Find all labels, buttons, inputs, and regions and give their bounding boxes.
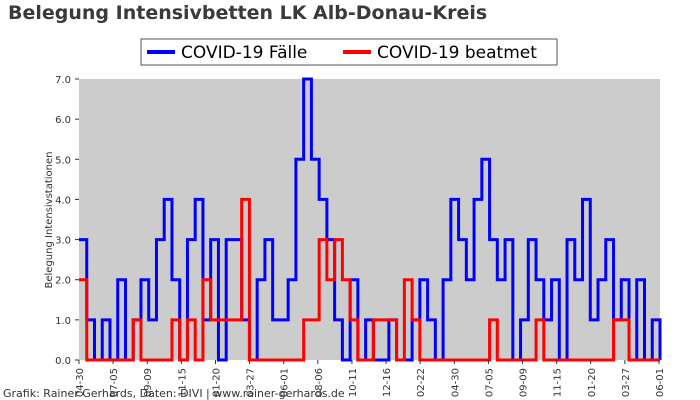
x-tick-label: 11-15 xyxy=(553,368,564,397)
x-tick-label: 04-30 xyxy=(75,368,86,397)
y-axis: 0.0 1.0 2.0 3.0 4.0 5.0 6.0 7.0 xyxy=(55,75,79,367)
series-layer xyxy=(79,77,662,362)
series-line-beatmet xyxy=(79,197,660,362)
legend-label-faelle: COVID-19 Fälle xyxy=(181,43,307,63)
x-tick-label: 09-09 xyxy=(143,368,154,397)
plot-area xyxy=(79,79,660,360)
x-tick-label: 08-06 xyxy=(314,368,325,397)
y-tick-label: 1.0 xyxy=(55,316,71,327)
x-tick-label: 06-01 xyxy=(280,368,291,397)
x-tick-label: 01-20 xyxy=(587,368,598,397)
y-tick-label: 0.0 xyxy=(55,356,71,367)
y-tick-label: 4.0 xyxy=(55,195,71,206)
legend: COVID-19 Fälle COVID-19 beatmet xyxy=(140,38,558,66)
x-axis: 04-30 07-05 09-09 11-15 01-20 03-27 06-01 08-06… xyxy=(75,360,666,397)
x-tick-label: 10-11 xyxy=(348,368,359,397)
x-tick-label: 04-30 xyxy=(450,368,461,397)
y-tick-label: 6.0 xyxy=(55,115,71,126)
y-tick-label: 5.0 xyxy=(55,155,71,166)
x-tick-label: 11-15 xyxy=(177,368,188,397)
x-tick-label: 12-16 xyxy=(382,368,393,397)
x-tick-label: 03-27 xyxy=(246,368,257,397)
credit-text: Grafik: Rainer Gerhards, Daten: DIVI | w… xyxy=(3,387,345,400)
legend-label-beatmet: COVID-19 beatmet xyxy=(377,43,537,63)
x-tick-label: 09-09 xyxy=(519,368,530,397)
x-tick-label: 07-05 xyxy=(484,368,495,397)
chart-title: Belegung Intensivbetten LK Alb-Donau-Kre… xyxy=(8,2,487,24)
y-tick-label: 2.0 xyxy=(55,276,71,287)
x-tick-label: 03-27 xyxy=(621,368,632,397)
x-tick-label: 07-05 xyxy=(109,368,120,397)
x-tick-label: 02-22 xyxy=(416,368,427,397)
y-axis-label: Belegung Intensivstationen xyxy=(44,151,55,288)
x-tick-label: 06-01 xyxy=(655,368,666,397)
x-tick-label: 01-20 xyxy=(211,368,222,397)
y-tick-label: 3.0 xyxy=(55,236,71,247)
y-tick-label: 7.0 xyxy=(55,75,71,86)
